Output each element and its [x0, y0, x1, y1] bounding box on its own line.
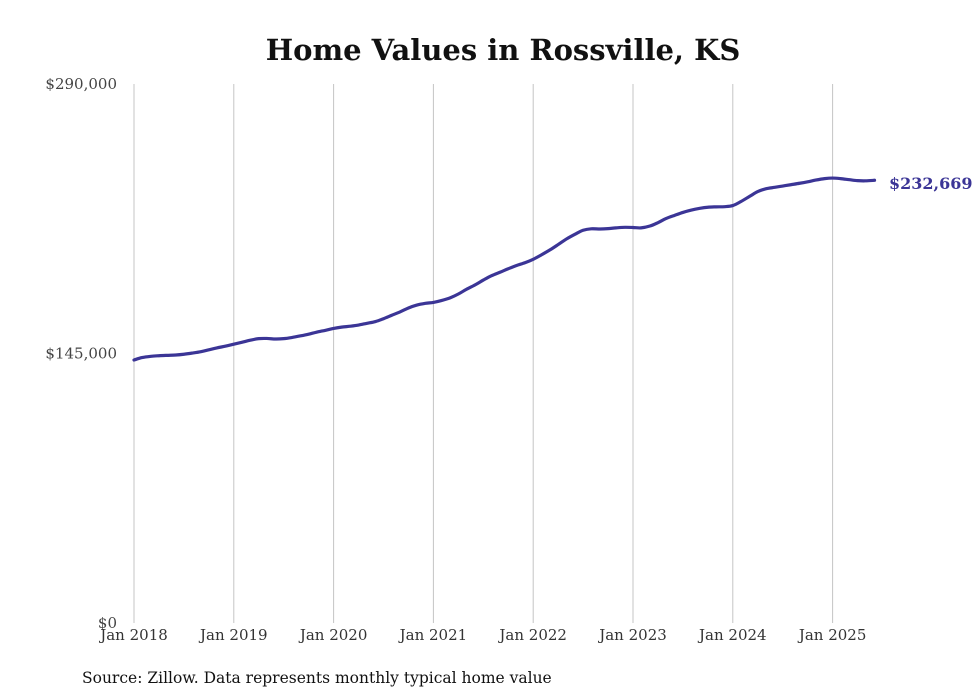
vertical-gridlines — [133, 84, 834, 623]
home-value-series-line — [132, 176, 877, 362]
x-tick-label: Jan 2024 — [697, 626, 767, 644]
x-tick-label: Jan 2025 — [797, 626, 867, 644]
y-axis-tick-labels: $290,000 $145,000 $0 — [45, 75, 117, 632]
x-tick-label: Jan 2018 — [98, 626, 168, 644]
x-tick-label: Jan 2022 — [497, 626, 567, 644]
y-tick-label: $145,000 — [45, 345, 117, 363]
x-tick-label: Jan 2020 — [298, 626, 368, 644]
source-note: Source: Zillow. Data represents monthly … — [82, 669, 552, 687]
latest-value-label: $232,669 — [889, 174, 973, 193]
y-tick-label: $0 — [98, 614, 117, 632]
x-axis-tick-labels: Jan 2018 Jan 2019 Jan 2020 Jan 2021 Jan 2022… — [98, 626, 866, 644]
y-tick-label: $290,000 — [45, 75, 117, 93]
x-tick-label: Jan 2023 — [597, 626, 667, 644]
chart-title: Home Values in Rossville, KS — [266, 33, 741, 67]
x-tick-label: Jan 2019 — [198, 626, 268, 644]
x-tick-label: Jan 2021 — [398, 626, 468, 644]
